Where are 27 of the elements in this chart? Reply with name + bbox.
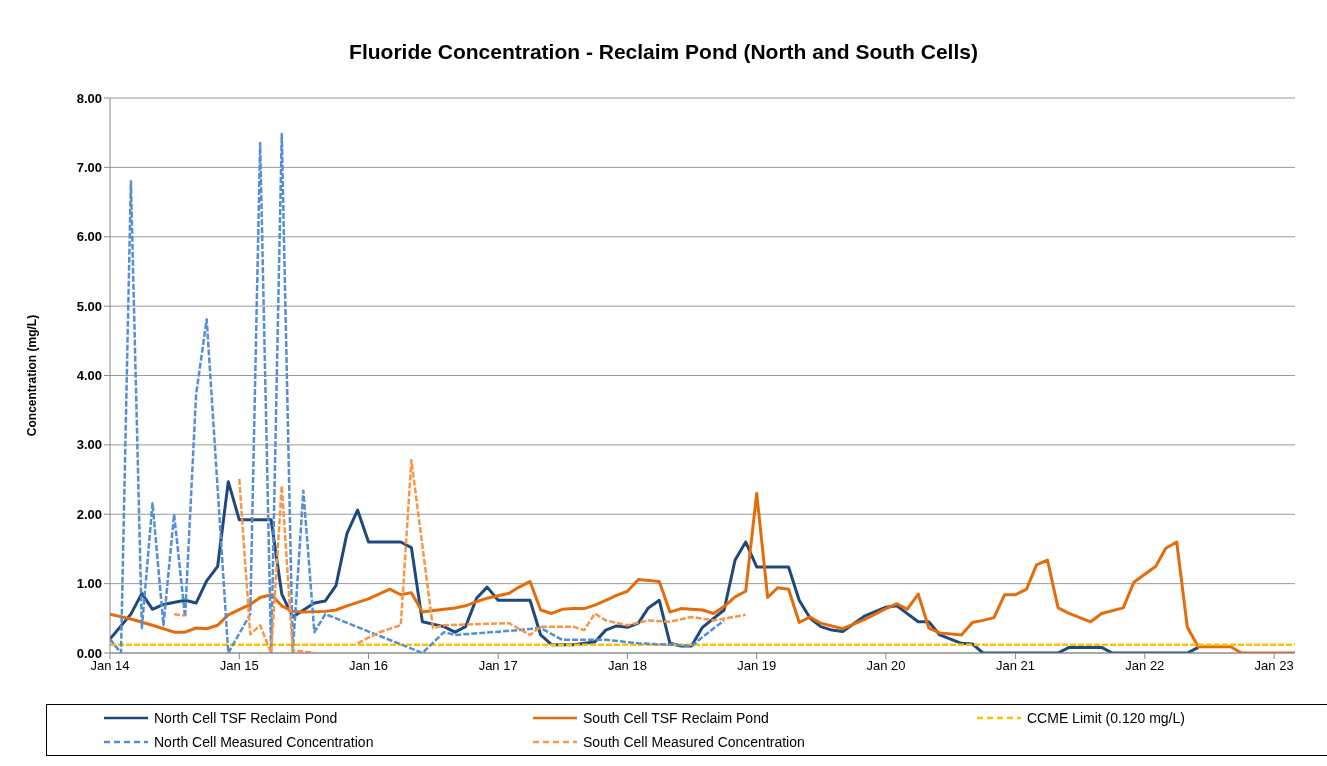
legend-label: North Cell Measured Concentration — [154, 734, 374, 750]
x-tick-label: Jan 16 — [349, 658, 389, 674]
x-tick-label: Jan 23 — [1254, 658, 1294, 674]
x-tick-label: Jan 14 — [90, 658, 130, 674]
x-tick-label: Jan 18 — [607, 658, 647, 674]
y-tick-label: 2.00 — [76, 506, 102, 522]
y-tick-label: 0.00 — [76, 645, 102, 661]
x-tick-label: Jan 19 — [737, 658, 777, 674]
y-tick-label: 1.00 — [76, 576, 102, 592]
y-tick-label: 5.00 — [76, 298, 102, 314]
y-tick-label: 3.00 — [76, 437, 102, 453]
legend-label: CCME Limit (0.120 mg/L) — [1027, 710, 1185, 726]
x-tick-label: Jan 15 — [219, 658, 259, 674]
y-axis-title: Concentration (mg/L) — [25, 314, 40, 437]
x-tick-label: Jan 21 — [996, 658, 1036, 674]
x-tick-label: Jan 17 — [478, 658, 518, 674]
legend-label: South Cell Measured Concentration — [583, 734, 805, 750]
legend-label: South Cell TSF Reclaim Pond — [583, 710, 769, 726]
y-tick-label: 4.00 — [76, 368, 102, 384]
y-tick-label: 8.00 — [76, 90, 102, 106]
chart-title: Fluoride Concentration - Reclaim Pond (North and South Cells) — [348, 40, 979, 64]
x-tick-label: Jan 22 — [1125, 658, 1165, 674]
x-tick-label: Jan 20 — [866, 658, 906, 674]
y-tick-label: 7.00 — [76, 159, 102, 175]
y-tick-label: 6.00 — [76, 229, 102, 245]
legend-label: North Cell TSF Reclaim Pond — [154, 710, 338, 726]
line-series — [110, 132, 726, 653]
